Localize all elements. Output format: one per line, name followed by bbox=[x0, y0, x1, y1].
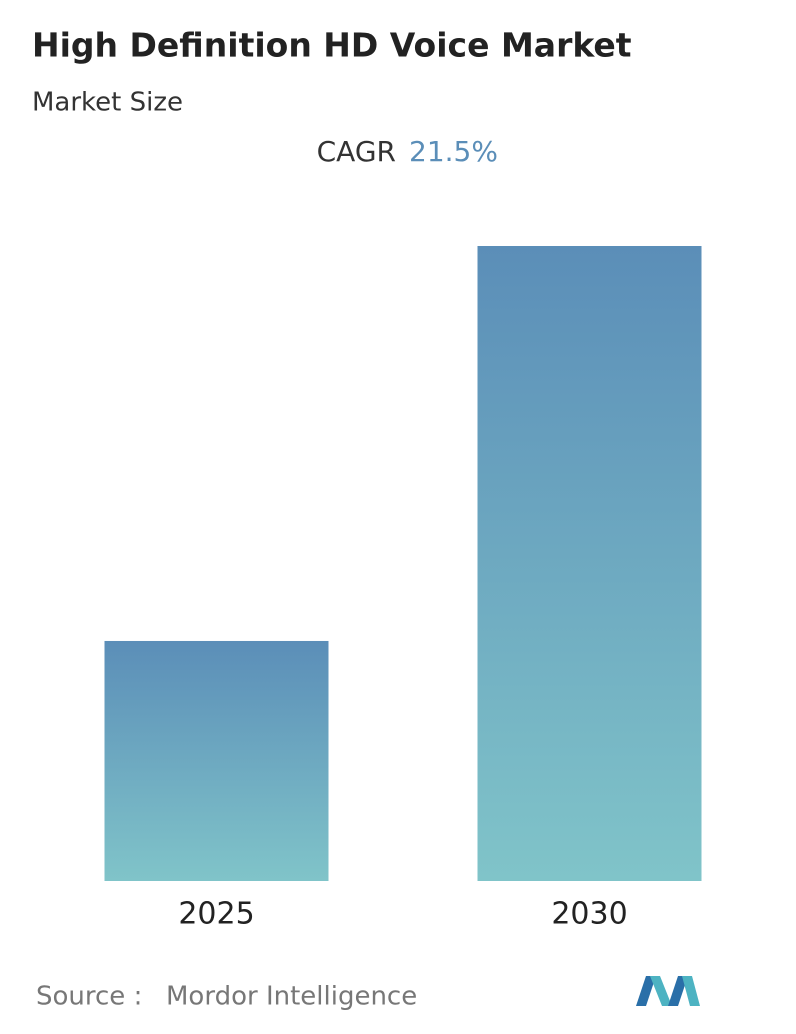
bar bbox=[104, 640, 329, 881]
bar bbox=[477, 246, 702, 881]
cagr-value: 21.5% bbox=[409, 135, 498, 168]
logo bbox=[636, 976, 700, 1006]
chart-title: High Definition HD Voice Market bbox=[32, 26, 632, 65]
cagr-label: CAGR bbox=[317, 135, 396, 168]
x-tick-label: 2025 bbox=[178, 897, 254, 932]
x-tick-label: 2030 bbox=[551, 897, 627, 932]
source-label: Source : bbox=[36, 982, 142, 1012]
source: Mordor Intelligence bbox=[166, 982, 417, 1012]
chart-subtitle: Market Size bbox=[32, 88, 183, 118]
